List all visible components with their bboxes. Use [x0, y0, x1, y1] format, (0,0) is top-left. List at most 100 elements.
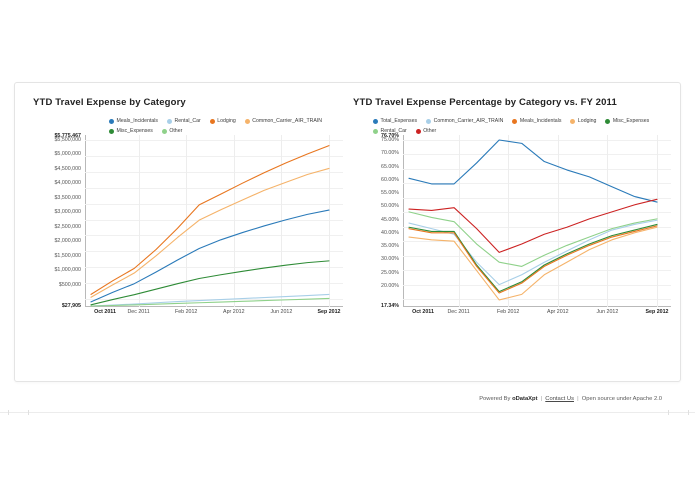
vertical-gridline — [186, 135, 188, 307]
horizontal-gridline — [85, 171, 343, 173]
right-y-tick-label: 55.00% — [381, 190, 399, 196]
series-line — [90, 293, 330, 307]
right-y-tick-label: 40.00% — [381, 229, 399, 236]
right-y-tick-label: 25.00% — [381, 269, 399, 276]
legend-color-dot-icon — [209, 118, 215, 124]
horizontal-gridline — [85, 203, 343, 205]
footer-contact-us-link[interactable]: Contact Us — [545, 396, 574, 402]
page-footer: Powered By oDataXpt | Contact Us | Open … — [0, 396, 695, 402]
left-plot-area[interactable] — [85, 135, 343, 307]
chart-panel-ytd-travel-expense-percentage: YTD Travel Expense Percentage by Categor… — [345, 83, 682, 383]
right-legend-item[interactable]: Total_Expenses — [373, 117, 417, 125]
left-legend-item[interactable]: Misc_Expenses — [109, 127, 153, 135]
right-y-tick-label: 17.34% — [381, 303, 399, 309]
vertical-gridline — [138, 135, 140, 307]
left-y-tick-label: $5,500,000 — [54, 137, 81, 143]
right-legend-item[interactable]: Rental_Car — [373, 127, 407, 135]
left-legend-item[interactable]: Other — [161, 127, 183, 135]
left-y-axis-labels: $5,775,467 $5,500,000 $5,000,000 $4,500,000… — [31, 133, 83, 309]
series-line — [408, 223, 658, 293]
horizontal-gridline — [85, 187, 343, 189]
series-lines — [90, 145, 330, 307]
series-lines — [408, 139, 658, 301]
right-legend-item[interactable]: Meals_Incidentals — [512, 117, 561, 125]
left-y-tick-label: $4,500,000 — [54, 165, 81, 172]
page-edge-tick-right — [668, 410, 669, 415]
legend-color-dot-icon — [167, 118, 173, 124]
left-y-tick-label: $5,775,467 — [54, 133, 81, 139]
vertical-gridline — [557, 135, 559, 307]
legend-color-dot-icon — [570, 118, 576, 124]
right-y-axis-labels: 76.70% 75.00% 70.00% 65.00% 60.00% 55.00% 50.0… — [349, 133, 401, 309]
left-y-tick-label: $1,500,000 — [54, 252, 81, 259]
left-x-tick-label: Sep 2012 — [317, 309, 341, 315]
legend-color-dot-icon — [244, 118, 250, 124]
left-x-tick-label: Dec 2011 — [127, 309, 150, 315]
left-y-tick-label: $2,000,000 — [54, 238, 81, 245]
legend-item-label: Common_Carrier_AIR_TRAIN — [433, 118, 504, 124]
horizontal-gridline — [403, 226, 671, 228]
series-line — [408, 226, 658, 301]
right-x-tick-label: Apr 2012 — [547, 309, 569, 315]
right-y-tick-label: 50.00% — [381, 203, 399, 210]
legend-item-label: Lodging — [577, 118, 597, 124]
left-legend-item[interactable]: Lodging — [209, 117, 236, 125]
legend-color-dot-icon — [415, 128, 421, 134]
series-line — [90, 209, 330, 303]
right-y-tick-label: 75.00% — [381, 137, 399, 143]
footer-divider — [0, 412, 695, 413]
right-x-axis-labels: Oct 2011 Dec 2011 Feb 2012 Apr 2012 Jun 2012… — [403, 309, 671, 323]
left-legend-item[interactable]: Meals_Incidentals — [109, 117, 158, 125]
left-chart-title: YTD Travel Expense by Category — [33, 97, 186, 108]
legend-color-dot-icon — [109, 128, 114, 134]
right-legend-item[interactable]: Misc_Expenses — [605, 117, 649, 125]
right-plot-area[interactable] — [403, 135, 671, 307]
vertical-gridline — [458, 135, 460, 307]
footer-separator-1: | — [540, 396, 543, 402]
left-y-tick-label: $2,500,000 — [54, 223, 81, 230]
page-edge-tick-right2 — [688, 410, 689, 415]
left-legend-item[interactable]: Common_Carrier_AIR_TRAIN — [244, 117, 322, 125]
right-legend-item[interactable]: Common_Carrier_AIR_TRAIN — [426, 117, 503, 125]
vertical-gridline — [329, 135, 330, 307]
series-line — [90, 145, 330, 295]
legend-color-dot-icon — [605, 118, 611, 124]
horizontal-gridline — [403, 241, 671, 243]
vertical-gridline — [233, 135, 235, 307]
legend-color-dot-icon — [426, 118, 432, 124]
footer-powered-by-label: Powered By — [479, 396, 511, 402]
series-line — [408, 225, 658, 294]
legend-item-label: Other — [423, 128, 437, 134]
horizontal-gridline — [403, 212, 671, 214]
right-x-tick-label: Sep 2012 — [645, 309, 669, 315]
right-x-axis-line — [403, 306, 671, 307]
right-x-tick-label: Jun 2012 — [596, 309, 619, 315]
right-x-tick-label: Feb 2012 — [496, 309, 520, 315]
horizontal-gridline — [403, 183, 671, 185]
vertical-gridline — [508, 135, 510, 307]
legend-item-label: Other — [169, 128, 183, 134]
right-legend-item[interactable]: Other — [415, 127, 437, 135]
right-y-tick-label: 76.70% — [381, 133, 399, 139]
left-chart-legend: Meals_Incidentals Rental_Car Lodging Common… — [109, 117, 354, 135]
right-x-tick-label: Oct 2011 — [412, 309, 434, 315]
legend-color-dot-icon — [512, 118, 518, 124]
right-x-tick-label: Dec 2011 — [447, 309, 470, 315]
left-y-tick-label: $3,500,000 — [54, 194, 81, 201]
legend-color-dot-icon — [373, 118, 378, 124]
legend-item-label: Misc_Expenses — [612, 118, 650, 124]
left-legend-item[interactable]: Rental_Car — [167, 117, 201, 125]
right-y-tick-label: 35.00% — [381, 243, 399, 249]
legend-item-label: Meals_Incidentals — [519, 118, 562, 124]
series-line — [408, 211, 658, 267]
left-x-tick-label: Apr 2012 — [223, 309, 245, 315]
horizontal-gridline — [403, 255, 671, 257]
right-y-tick-label: 20.00% — [381, 282, 399, 289]
horizontal-gridline — [403, 168, 671, 170]
right-y-axis-line — [403, 135, 404, 307]
footer-brand-name: oDataXpt — [512, 396, 538, 402]
chart-panel-ytd-travel-expense: YTD Travel Expense by Category Meals_Inc… — [21, 83, 351, 383]
left-y-axis-line — [85, 135, 86, 307]
right-legend-item[interactable]: Lodging — [570, 117, 596, 125]
